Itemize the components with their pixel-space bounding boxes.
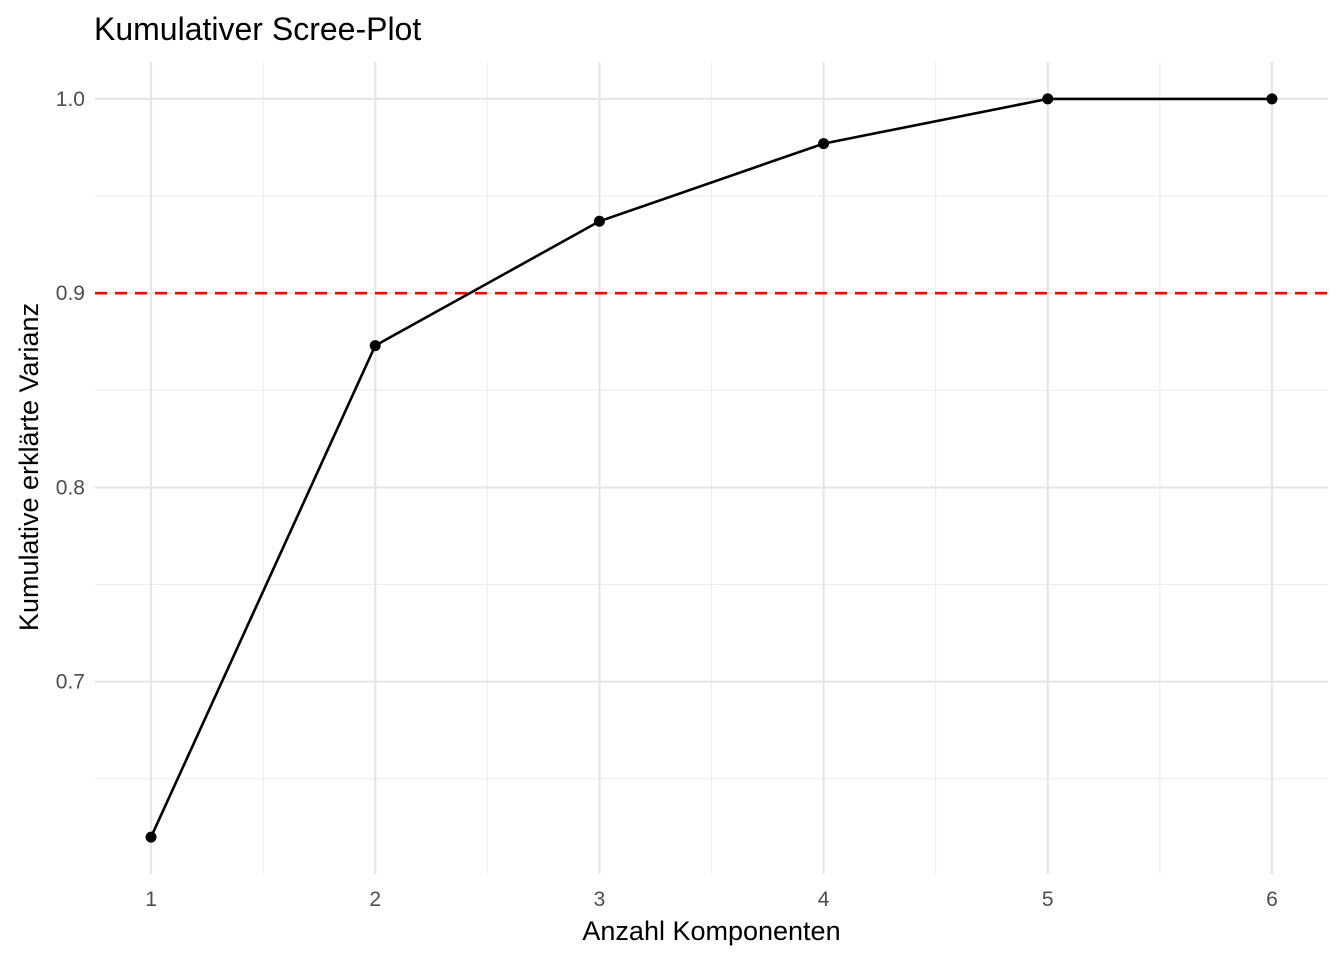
data-point	[369, 340, 381, 352]
y-tick-label: 0.7	[56, 671, 85, 694]
x-tick-label: 2	[369, 888, 381, 911]
x-tick-label: 3	[594, 888, 606, 911]
minor-grid	[95, 62, 1328, 874]
x-axis-title: Anzahl Komponenten	[582, 916, 840, 946]
data-point	[593, 215, 605, 227]
series-layer	[145, 93, 1278, 843]
y-tick-label: 1.0	[56, 88, 85, 111]
data-point	[818, 138, 830, 150]
y-tick-label: 0.8	[56, 476, 85, 499]
data-point	[145, 831, 157, 843]
series-line	[149, 97, 1272, 838]
x-tick-label: 4	[818, 888, 830, 911]
x-axis-ticks: 1 2 3 4 5 6	[145, 888, 1278, 911]
major-grid	[95, 62, 1328, 874]
y-tick-label: 0.9	[56, 282, 85, 305]
plot-area	[95, 62, 1328, 874]
data-point	[1042, 93, 1054, 105]
data-point	[1266, 93, 1278, 105]
y-axis-ticks: 0.7 0.8 0.9 1.0	[56, 88, 85, 694]
x-tick-label: 1	[145, 888, 157, 911]
x-tick-label: 6	[1266, 888, 1278, 911]
chart-title: Kumulativer Scree-Plot	[94, 11, 421, 47]
y-axis-title: Kumulative erklärte Varianz	[14, 303, 44, 631]
x-tick-label: 5	[1042, 888, 1054, 911]
